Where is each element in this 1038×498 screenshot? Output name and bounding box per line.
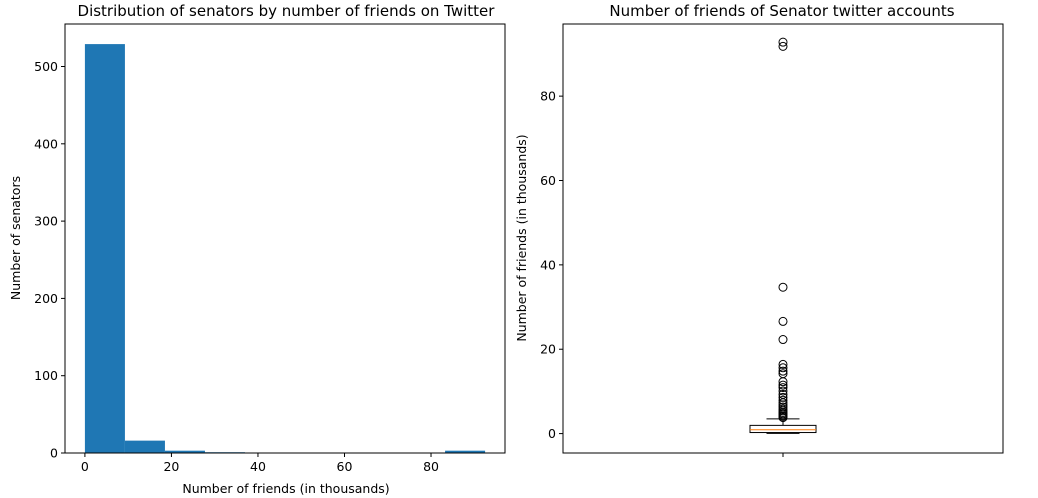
boxplot-outlier-point (778, 316, 788, 326)
boxplot-outlier-point (778, 380, 788, 390)
boxplot-outlier-point (778, 335, 788, 345)
boxplot-outlier-point (778, 359, 788, 369)
y-tick-label: 400 (34, 136, 58, 151)
x-tick-label: 80 (423, 459, 439, 474)
x-tick-label: 60 (337, 459, 353, 474)
histogram-frame (64, 23, 506, 454)
boxplot-title: Number of friends of Senator twitter acc… (609, 2, 954, 20)
boxplot-outlier-point (778, 383, 788, 393)
y-tick-label: 200 (34, 291, 58, 306)
histogram-y-axis-label: Number of senators (8, 176, 23, 300)
boxplot-outlier-point (778, 377, 788, 387)
histogram-bar (164, 450, 205, 453)
boxplot-y-ticks: 0 20 40 60 80 (540, 89, 563, 441)
boxplot-outlier-point (778, 413, 788, 423)
histogram-panel: Distribution of senators by number of fr… (8, 2, 506, 496)
boxplot-box-group (749, 418, 817, 434)
histogram-bar (124, 440, 165, 453)
histogram-y-ticks: 0 100 200 300 400 500 (34, 59, 65, 461)
histogram-x-axis-label: Number of friends (in thousands) (182, 481, 389, 496)
boxplot-outlier-point (778, 395, 788, 405)
y-tick-label: 0 (548, 426, 556, 441)
histogram-bars (84, 44, 486, 454)
boxplot-outlier-point (778, 41, 788, 51)
histogram-bar (445, 450, 486, 453)
boxplot-panel: Number of friends of Senator twitter acc… (514, 2, 1004, 457)
y-tick-label: 60 (540, 173, 556, 188)
y-tick-label: 20 (540, 342, 556, 357)
histogram-bar (84, 44, 125, 454)
boxplot-outlier-point (778, 386, 788, 396)
boxplot-outlier-point (778, 363, 788, 373)
boxplot-outlier-point (778, 366, 788, 376)
y-tick-label: 500 (34, 59, 58, 74)
boxplot-y-axis-label: Number of friends (in thousands) (514, 134, 529, 341)
x-tick-label: 40 (250, 459, 266, 474)
histogram-x-ticks: 0 20 40 60 80 (81, 453, 439, 474)
y-tick-label: 0 (50, 446, 58, 461)
boxplot-outliers (778, 37, 788, 423)
y-tick-label: 40 (540, 257, 556, 272)
boxplot-outlier-point (778, 282, 788, 292)
histogram-title: Distribution of senators by number of fr… (78, 2, 496, 20)
y-tick-label: 80 (540, 89, 556, 104)
boxplot-outlier-point (778, 37, 788, 47)
x-tick-label: 0 (81, 459, 89, 474)
y-tick-label: 100 (34, 368, 58, 383)
boxplot-box (749, 424, 817, 434)
y-tick-label: 300 (34, 214, 58, 229)
x-tick-label: 20 (163, 459, 179, 474)
